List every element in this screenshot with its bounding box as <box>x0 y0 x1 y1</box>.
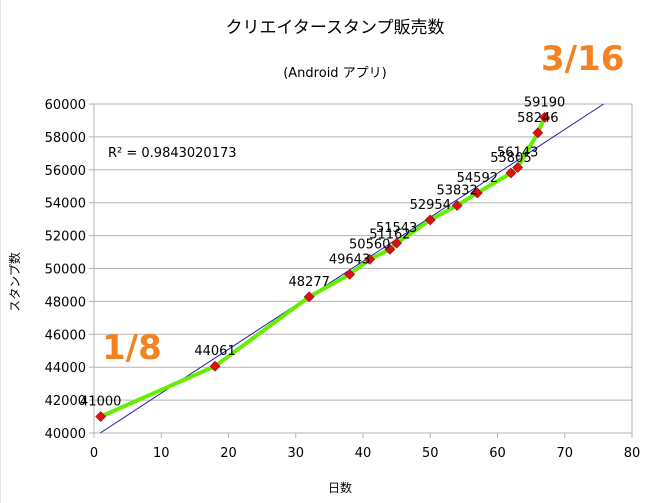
chart-subtitle: (Android アプリ) <box>283 66 387 81</box>
x-tick-label: 30 <box>287 446 304 461</box>
data-label: 41000 <box>80 395 121 410</box>
y-tick-label: 44000 <box>45 361 86 376</box>
data-point <box>364 253 376 265</box>
x-tick-label: 70 <box>556 446 573 461</box>
x-tick-label: 60 <box>489 446 506 461</box>
x-tick-label: 40 <box>355 446 372 461</box>
grid <box>94 103 632 434</box>
data-point <box>532 127 544 139</box>
axes <box>89 103 633 438</box>
r-squared-label: R² = 0.9843020173 <box>108 146 237 161</box>
data-label: 44061 <box>194 344 235 359</box>
x-tick-label: 0 <box>90 446 98 461</box>
data-label: 59190 <box>524 95 565 110</box>
y-tick-label: 56000 <box>45 164 86 179</box>
chart-title: クリエイタースタンプ販売数 <box>226 18 445 38</box>
x-tick-label: 50 <box>422 446 439 461</box>
data-point <box>303 291 315 303</box>
y-tick-label: 54000 <box>45 197 86 212</box>
data-label: 51543 <box>376 221 417 236</box>
data-point <box>391 237 403 249</box>
data-point <box>95 411 107 422</box>
data-label: 50560 <box>349 237 390 252</box>
y-tick-label: 58000 <box>45 131 86 146</box>
data-label: 48277 <box>289 275 330 290</box>
y-tick-labels: 40000 42000 44000 46000 48000 50000 52000 54000… <box>45 98 86 442</box>
data-point <box>424 214 436 226</box>
data-label: 52954 <box>410 198 451 213</box>
data-point <box>384 243 396 255</box>
data-point <box>451 200 463 211</box>
data-point <box>209 360 221 372</box>
data-label: 54592 <box>457 171 498 186</box>
x-tick-labels: 0 10 20 30 40 50 60 70 80 <box>90 446 640 461</box>
data-point <box>539 111 550 123</box>
y-tick-label: 46000 <box>45 328 86 343</box>
series-line <box>98 115 547 419</box>
data-label: 55805 <box>490 151 531 166</box>
x-tick-label: 80 <box>624 446 641 461</box>
data-point <box>505 167 517 179</box>
y-tick-label: 48000 <box>45 295 86 310</box>
annotation-start-date: 1/8 <box>102 328 162 368</box>
data-point <box>471 187 483 199</box>
annotation-end-date: 3/16 <box>541 39 624 79</box>
y-axis-label: スタンプ数 <box>7 252 22 312</box>
data-point <box>512 162 524 173</box>
data-label: 53832 <box>436 183 477 198</box>
x-axis-label: 日数 <box>328 480 352 495</box>
y-tick-label: 42000 <box>45 394 86 409</box>
markers <box>95 111 550 422</box>
x-tick-label: 20 <box>220 446 237 461</box>
y-tick-label: 60000 <box>45 98 86 113</box>
data-label: 56143 <box>497 145 538 160</box>
data-label: 58246 <box>517 111 558 126</box>
x-tick-label: 10 <box>153 446 170 461</box>
data-label: 49643 <box>329 252 370 267</box>
y-tick-label: 40000 <box>45 427 86 442</box>
series <box>98 115 547 419</box>
data-label: 51162 <box>369 227 410 242</box>
data-point <box>344 268 355 280</box>
y-tick-label: 52000 <box>45 230 86 245</box>
y-tick-label: 50000 <box>45 263 86 278</box>
